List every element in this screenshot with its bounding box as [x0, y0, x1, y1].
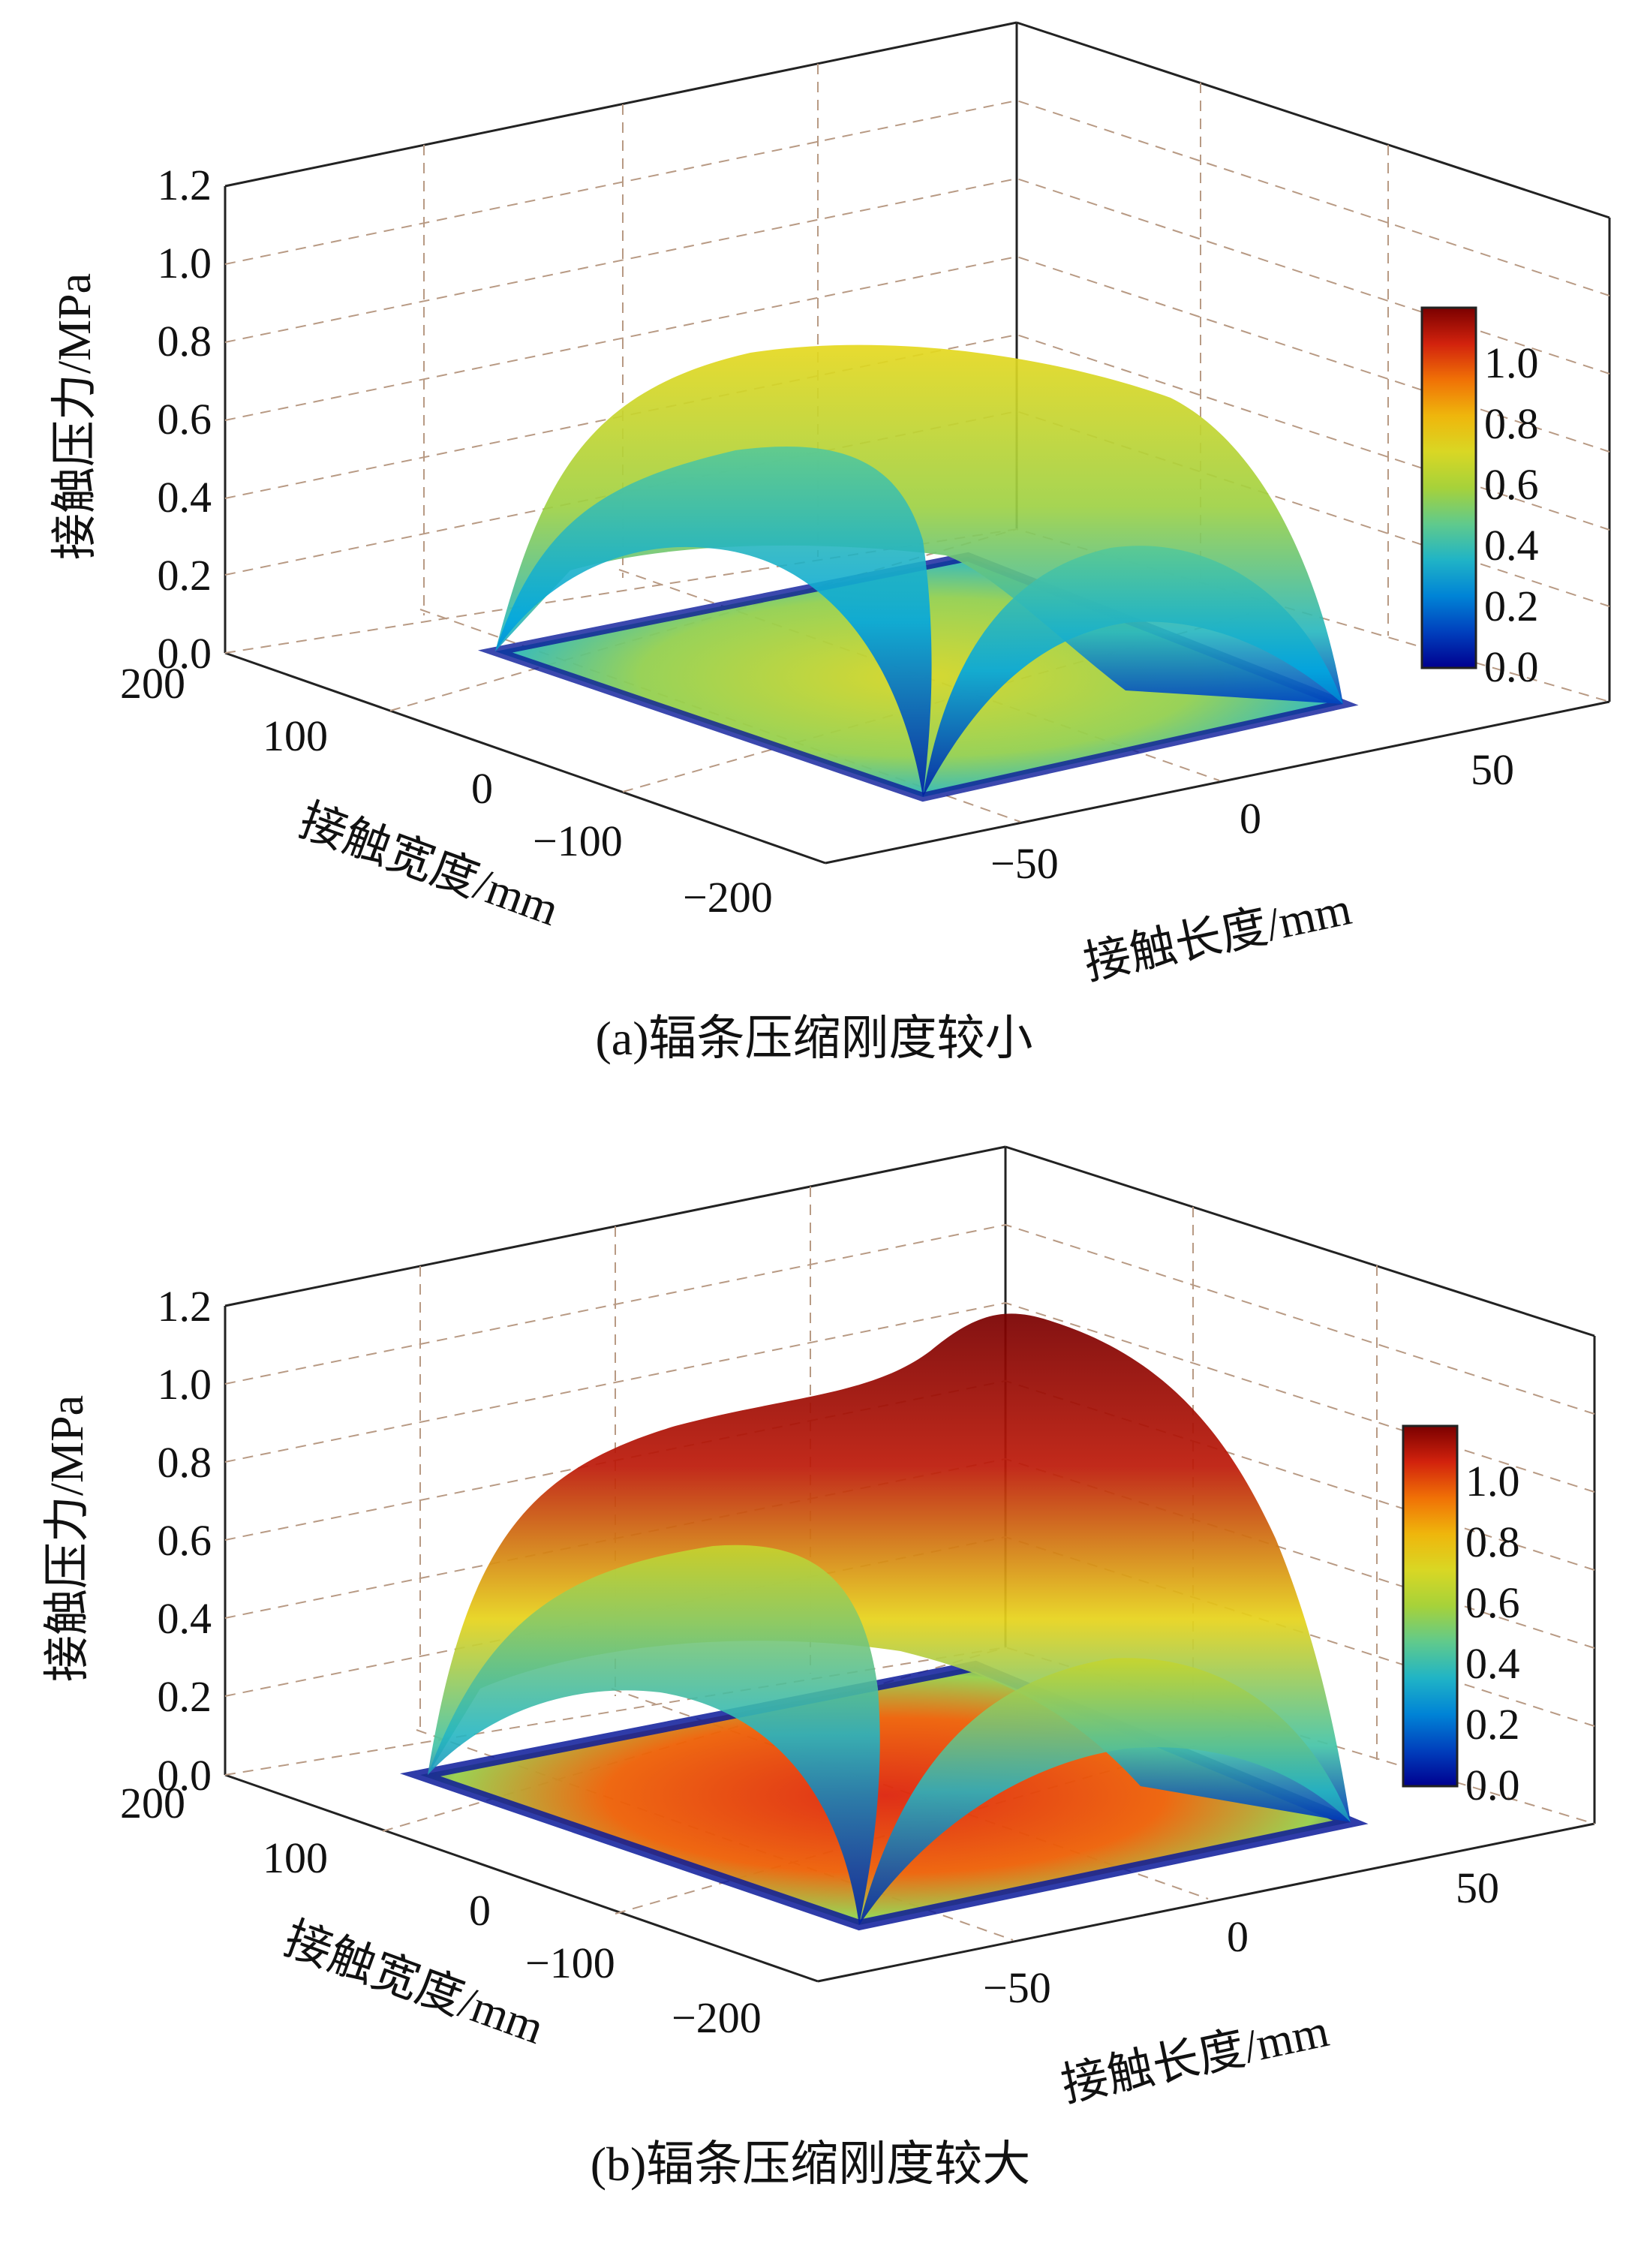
colorbar-tick-label: 0.8: [1465, 1518, 1520, 1566]
panel-b: 0.0 0.2 0.4 0.6 0.8 1.0 1.2 接触压力/MPa 200…: [42, 1145, 1596, 2191]
panel-b-x-axis-label: 接触长度/mm: [1057, 2005, 1333, 2112]
z-tick-label: 0.6: [158, 395, 212, 444]
panel-a-colorbar-bar: [1420, 306, 1477, 669]
y-tick-label: 200: [120, 1779, 185, 1827]
panel-a-z-axis-label: 接触压力/MPa: [50, 273, 101, 560]
z-tick-label: 1.2: [158, 1282, 212, 1331]
colorbar-tick-label: 1.0: [1465, 1457, 1520, 1505]
y-tick-label: −200: [672, 1993, 762, 2042]
panel-a-caption: (a)辐条压缩刚度较小: [595, 1012, 1032, 1065]
panel-b-colorbar-bar: [1402, 1424, 1459, 1788]
y-tick-label: −200: [683, 873, 773, 922]
colorbar-tick-label: 0.6: [1484, 460, 1539, 509]
panel-b-y-ticks: 200 100 0 −100 −200: [120, 1779, 762, 2042]
colorbar-tick-label: 0.6: [1465, 1578, 1520, 1627]
y-tick-label: −100: [525, 1939, 615, 1987]
z-tick-label: 1.0: [158, 1360, 212, 1409]
x-tick-label: 0: [1240, 794, 1261, 843]
z-tick-label: 0.2: [158, 551, 212, 600]
colorbar-tick-label: 1.0: [1484, 338, 1539, 387]
z-tick-label: 0.2: [158, 1672, 212, 1721]
y-tick-label: 100: [263, 1833, 328, 1882]
panel-a-x-axis-label: 接触长度/mm: [1080, 883, 1356, 990]
x-tick-label: 0: [1227, 1912, 1249, 1961]
z-tick-label: 0.4: [158, 473, 212, 522]
colorbar-tick-label: 0.2: [1465, 1700, 1520, 1749]
panel-a-colorbar: 0.0 0.2 0.4 0.6 0.8 1.0: [1420, 306, 1539, 691]
panel-a-z-ticks: 0.0 0.2 0.4 0.6 0.8 1.0 1.2: [158, 161, 212, 678]
x-tick-label: −50: [990, 839, 1059, 888]
x-tick-label: 50: [1471, 745, 1514, 794]
panel-b-z-axis-label: 接触压力/MPa: [42, 1395, 93, 1682]
y-tick-label: 100: [263, 711, 328, 760]
panel-b-surface-right: [859, 1658, 1351, 1925]
y-tick-label: 0: [471, 764, 493, 813]
panel-b-z-ticks: 0.0 0.2 0.4 0.6 0.8 1.0 1.2: [158, 1282, 212, 1800]
panel-b-surface-front: [428, 1545, 880, 1925]
y-tick-label: 0: [469, 1886, 491, 1935]
colorbar-tick-label: 0.2: [1484, 582, 1539, 630]
panel-a-surface-right: [923, 546, 1343, 797]
panel-b-colorbar: 0.0 0.2 0.4 0.6 0.8 1.0: [1402, 1424, 1520, 1809]
x-tick-label: −50: [983, 1963, 1051, 2012]
z-tick-label: 0.8: [158, 1438, 212, 1487]
panel-a: 0.0 0.2 0.4 0.6 0.8 1.0 1.2 接触压力/MPa 200…: [50, 21, 1611, 1065]
z-tick-label: 0.6: [158, 1516, 212, 1565]
panel-a-y-axis-label: 接触宽度/mm: [293, 795, 565, 936]
panel-a-surface-front: [495, 447, 932, 797]
colorbar-tick-label: 0.0: [1465, 1761, 1520, 1809]
panel-a-x-ticks: −50 0 50: [990, 745, 1514, 888]
z-tick-label: 0.0: [158, 629, 212, 678]
z-tick-label: 0.8: [158, 317, 212, 365]
x-tick-label: 50: [1456, 1863, 1499, 1912]
colorbar-tick-label: 0.0: [1484, 642, 1539, 691]
panel-b-y-axis-label: 接触宽度/mm: [278, 1913, 550, 2054]
colorbar-tick-label: 0.4: [1484, 521, 1539, 570]
z-tick-label: 0.4: [158, 1594, 212, 1643]
colorbar-tick-label: 0.8: [1484, 399, 1539, 448]
panel-b-caption: (b)辐条压缩刚度较大: [591, 2137, 1031, 2191]
z-tick-label: 1.0: [158, 239, 212, 287]
z-tick-label: 0.0: [158, 1751, 212, 1800]
colorbar-tick-label: 0.4: [1465, 1639, 1520, 1688]
panel-b-x-ticks: −50 0 50: [983, 1863, 1499, 2012]
y-tick-label: −100: [533, 817, 623, 865]
panel-a-y-ticks: 200 100 0 −100 −200: [120, 659, 773, 922]
z-tick-label: 1.2: [158, 161, 212, 209]
y-tick-label: 200: [120, 659, 185, 708]
